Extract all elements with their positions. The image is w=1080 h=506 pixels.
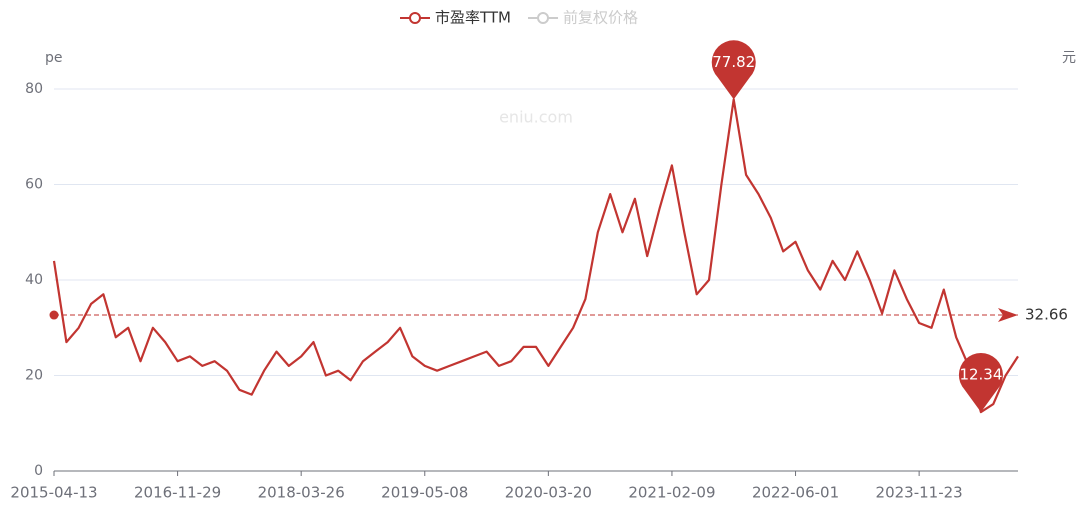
mark-line-start xyxy=(49,310,59,320)
mark-line-arrow xyxy=(998,308,1018,323)
x-tick-label: 2015-04-13 xyxy=(10,484,97,502)
legend-marker xyxy=(409,12,421,24)
y-tick-label: 60 xyxy=(25,177,43,193)
legend-marker xyxy=(537,12,550,24)
mark-point-pin xyxy=(711,40,756,100)
x-tick-label: 2019-05-08 xyxy=(381,484,468,502)
mark-line-label: 32.66 xyxy=(1025,306,1068,324)
legend-label[interactable]: 市盈率TTM xyxy=(435,9,511,27)
y-tick-label: 20 xyxy=(25,368,43,384)
x-tick-label: 2021-02-09 xyxy=(628,484,715,502)
y-tick-label: 40 xyxy=(25,272,43,288)
watermark: eniu.com xyxy=(499,108,573,127)
mark-point-label: 12.34 xyxy=(959,366,1002,384)
x-tick-label: 2023-11-23 xyxy=(876,484,963,502)
mark-point-pin xyxy=(958,352,1003,413)
mark-point-label: 77.82 xyxy=(712,53,755,71)
y2-axis-name: 元 xyxy=(1062,50,1076,66)
y-tick-label: 0 xyxy=(34,463,43,479)
x-tick-label: 2020-03-20 xyxy=(505,484,592,502)
x-tick-label: 2022-06-01 xyxy=(752,484,839,502)
y-tick-label: 80 xyxy=(25,81,43,97)
series-line xyxy=(52,98,1019,414)
y-axis-name: pe xyxy=(45,50,63,66)
legend-label[interactable]: 前复权价格 xyxy=(563,9,638,27)
x-tick-label: 2016-11-29 xyxy=(134,484,221,502)
x-tick-label: 2018-03-26 xyxy=(258,484,345,502)
